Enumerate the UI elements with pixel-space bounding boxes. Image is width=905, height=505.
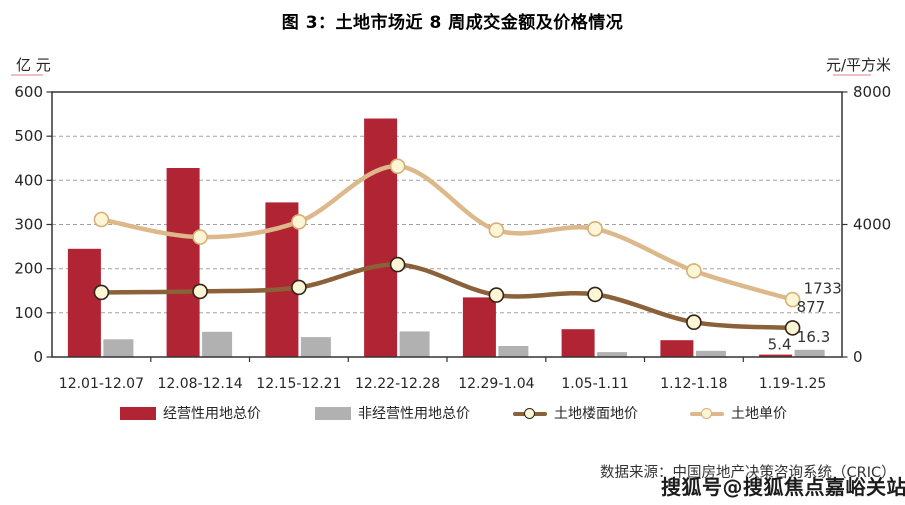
- legend-item-floor-price: 土地楼面地价: [513, 404, 638, 422]
- line-marker-icon: [291, 214, 307, 230]
- bar: [759, 354, 793, 357]
- legend-item-unit-price: 土地单价: [690, 404, 787, 422]
- line-marker-icon: [93, 211, 110, 228]
- line-marker-icon: [686, 314, 702, 330]
- bar: [561, 329, 595, 357]
- bar: [660, 340, 694, 357]
- bar: [695, 350, 726, 357]
- line-marker-icon: [587, 286, 603, 303]
- left-tick-label: 400: [14, 171, 43, 189]
- chart-title: 图 3：土地市场近 8 周成交金额及价格情况: [281, 13, 624, 33]
- watermark-text: 搜狐号@搜狐焦点嘉峪关站: [661, 475, 905, 499]
- category-label: 1.12-1.18: [660, 376, 727, 392]
- bar-series-1: [103, 331, 825, 357]
- bar: [794, 349, 825, 357]
- category-label: 12.15-12.21: [256, 376, 341, 392]
- value-annotation: 16.3: [797, 328, 830, 346]
- line-marker-icon: [291, 279, 307, 296]
- bar: [462, 297, 496, 357]
- bar: [399, 331, 430, 357]
- legend-item-operating-land-total: 经营性用地总价: [120, 404, 261, 422]
- legend-light-line-marker-icon: [690, 407, 724, 420]
- line-marker-icon: [93, 284, 110, 301]
- left-tick-label: 200: [14, 260, 43, 278]
- left-tick-label: 100: [14, 304, 43, 322]
- line-marker-icon: [784, 320, 801, 336]
- category-label: 12.08-12.14: [157, 376, 242, 392]
- line-marker-icon: [389, 256, 406, 273]
- category-label: 12.22-12.28: [355, 376, 440, 392]
- data-source-text: 数据来源：中国房地产决策咨询系统（CRIC）: [600, 465, 896, 481]
- left-edge-rule-fragment: [11, 74, 43, 76]
- right-tick-label: 0: [853, 348, 863, 366]
- category-label: 12.29-1.04: [458, 376, 534, 392]
- left-tick-label: 600: [14, 83, 43, 101]
- left-axis-unit-label: 亿 元: [16, 56, 51, 74]
- category-label: 1.19-1.25: [759, 376, 826, 392]
- line-marker-icon: [686, 263, 702, 279]
- legend-label: 土地楼面地价: [554, 406, 638, 422]
- bar: [597, 352, 628, 357]
- legend-gray-bar-swatch-icon: [315, 406, 351, 420]
- bar: [67, 248, 101, 357]
- combo-chart-plot-area: 0 100 200 300 400 500 600 0 4000 8000 12.01-12.07 1…: [14, 83, 891, 392]
- line-marker-icon: [488, 222, 505, 238]
- line-series-0: [99, 262, 795, 331]
- legend-label: 经营性用地总价: [163, 406, 261, 422]
- line-marker-icon: [192, 229, 208, 245]
- bar: [202, 331, 233, 357]
- legend-label: 土地单价: [731, 406, 787, 422]
- bar: [103, 339, 134, 357]
- left-tick-label: 500: [14, 127, 43, 145]
- bar: [166, 168, 200, 357]
- value-annotation: 5.4: [768, 336, 792, 354]
- legend-label: 非经营性用地总价: [358, 406, 470, 422]
- right-axis-unit-label: 元/平方米: [825, 56, 891, 74]
- category-label: 1.05-1.11: [561, 376, 628, 392]
- bar: [300, 337, 331, 357]
- plot-border: [51, 91, 843, 358]
- line-series-1: [99, 163, 795, 302]
- line-marker-icon: [488, 287, 505, 303]
- value-annotation: 1733: [804, 280, 842, 298]
- line-marker-icon: [587, 221, 603, 237]
- bar: [364, 118, 398, 357]
- legend-item-nonoperating-land-total: 非经营性用地总价: [315, 404, 470, 422]
- line-marker-icon: [784, 291, 801, 308]
- legend-red-bar-swatch-icon: [120, 406, 156, 420]
- right-tick-label: 8000: [853, 83, 891, 101]
- value-annotation: 877: [797, 298, 826, 316]
- line-marker-icon: [389, 158, 406, 174]
- legend-dark-line-marker-icon: [513, 407, 547, 420]
- line-marker-icon: [192, 283, 208, 300]
- left-tick-label: 0: [33, 348, 43, 366]
- category-label: 12.01-12.07: [59, 376, 144, 392]
- right-tick-label: 4000: [853, 216, 891, 234]
- bar: [498, 346, 529, 357]
- right-edge-rule-fragment: [833, 74, 871, 76]
- left-tick-label: 300: [14, 216, 43, 234]
